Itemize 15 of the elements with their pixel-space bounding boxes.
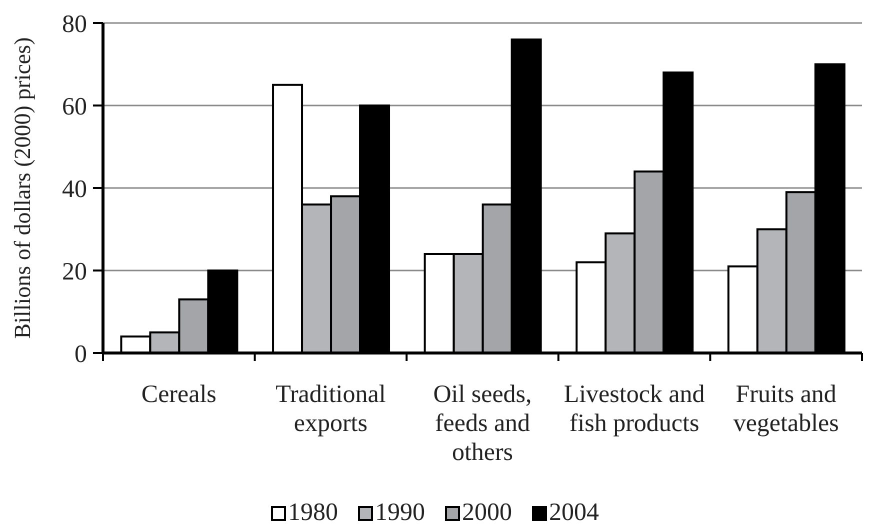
- legend-label: 2004: [549, 499, 599, 527]
- x-tick-label: Traditional exports: [276, 381, 386, 437]
- y-tick-label: 20: [62, 258, 87, 286]
- x-tick-label: Cereals: [141, 381, 216, 408]
- x-tick-label: Oil seeds, feeds and others: [433, 381, 532, 466]
- legend-label: 2000: [462, 499, 512, 527]
- y-tick-label: 0: [74, 340, 87, 368]
- legend-label: 1980: [288, 499, 338, 527]
- y-tick-label: 60: [62, 93, 87, 120]
- y-tick-label: 40: [62, 176, 87, 203]
- x-tick-label: Livestock and fish products: [564, 381, 706, 437]
- legend-label: 1990: [375, 499, 425, 527]
- y-tick-label: 80: [62, 10, 87, 38]
- x-tick-label: Fruits and vegetables: [733, 381, 839, 437]
- y-axis-title: Billions of dollars (2000) prices): [10, 37, 34, 339]
